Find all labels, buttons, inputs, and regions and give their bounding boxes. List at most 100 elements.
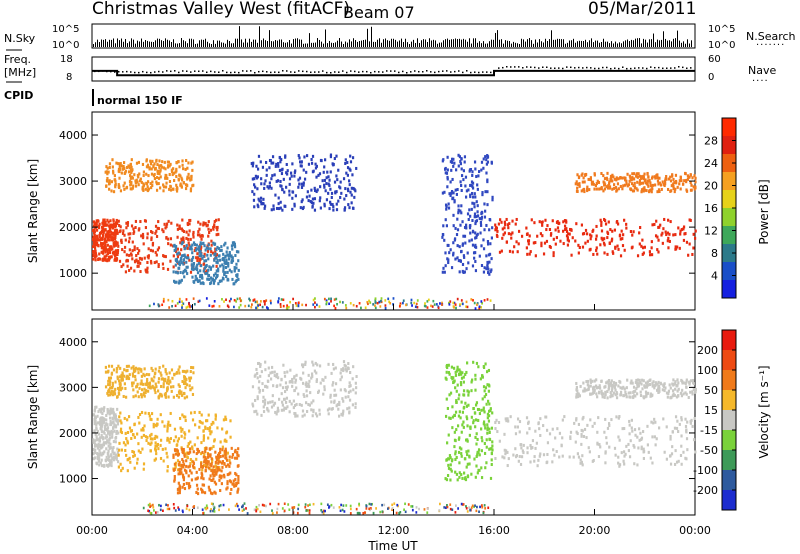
scatter-cell [215, 269, 218, 273]
nave-dot [262, 70, 264, 73]
scatter-cell [672, 187, 675, 191]
scatter-cell [100, 453, 103, 457]
scatter-cell [110, 458, 113, 462]
nave-dot [342, 70, 344, 72]
scatter-cell [98, 456, 101, 460]
scatter-cell [154, 382, 157, 386]
scatter-cell [110, 460, 113, 464]
scatter-cell [349, 384, 352, 388]
scatter-cell [174, 464, 177, 468]
scatter-cell [166, 425, 169, 429]
scatter-cell [142, 462, 146, 466]
noise-cell [185, 298, 188, 301]
scatter-cell [473, 212, 477, 216]
scatter-cell [488, 228, 491, 232]
scatter-cell [338, 185, 341, 189]
scatter-cell [633, 181, 636, 185]
scatter-cell [224, 417, 228, 421]
scatter-cell [110, 232, 113, 236]
nsky-bar [107, 41, 108, 47]
nave-dot [418, 70, 420, 73]
scatter-cell [194, 267, 197, 271]
nsky-bar [535, 39, 536, 47]
nsky-bar [597, 40, 598, 47]
scatter-cell [183, 253, 186, 257]
scatter-cell [100, 446, 103, 450]
noise-cell [211, 305, 214, 308]
scatter-cell [158, 165, 161, 169]
scatter-cell [237, 259, 240, 263]
scatter-cell [689, 181, 692, 185]
noise-cell [441, 301, 443, 305]
scatter-cell [604, 222, 608, 226]
scatter-cell [450, 191, 453, 195]
scatter-cell [107, 364, 111, 368]
scatter-cell [226, 473, 229, 477]
nsky-bar [113, 38, 114, 47]
scatter-cell [442, 266, 445, 270]
scatter-cell [474, 269, 478, 273]
scatter-cell [256, 371, 259, 375]
scatter-cell [112, 413, 116, 417]
scatter-cell [348, 206, 351, 210]
nsky-bar [303, 43, 304, 47]
scatter-cell [209, 276, 213, 280]
noise-cell [259, 303, 262, 307]
nsky-bar [179, 43, 180, 47]
scatter-cell [266, 385, 269, 389]
colorbar-tick-label: 20 [704, 180, 718, 193]
nave-dot [618, 67, 620, 70]
nsky-bar [649, 39, 650, 47]
scatter-cell [466, 474, 470, 478]
scatter-cell [262, 395, 265, 399]
scatter-cell [271, 155, 275, 159]
scatter-cell [587, 177, 590, 181]
noise-cell [287, 305, 290, 309]
nave-dot [354, 70, 356, 73]
scatter-cell [343, 197, 346, 201]
scatter-cell [173, 372, 176, 376]
scatter-cell [585, 172, 588, 176]
nsky-bar [651, 39, 652, 47]
nsky-bar [341, 41, 342, 47]
scatter-cell [237, 487, 240, 491]
scatter-cell [687, 396, 690, 400]
scatter-cell [599, 218, 602, 222]
scatter-cell [312, 169, 315, 173]
nsky-bar [685, 43, 686, 47]
scatter-cell [155, 188, 159, 192]
scatter-cell [224, 415, 227, 419]
nave-dot [338, 71, 340, 73]
scatter-cell [191, 464, 195, 468]
scatter-cell [669, 179, 673, 183]
scatter-cell [646, 179, 650, 183]
scatter-cell [122, 441, 126, 445]
nsky-bar [155, 40, 156, 47]
scatter-cell [595, 378, 598, 382]
scatter-cell [263, 186, 266, 190]
scatter-cell [145, 268, 149, 272]
nave-dot [562, 67, 564, 70]
scatter-cell [259, 200, 263, 204]
scatter-cell [140, 257, 143, 261]
scatter-cell [638, 174, 641, 178]
scatter-cell [177, 383, 180, 387]
colorbar-swatch [722, 136, 736, 155]
scatter-cell [310, 408, 313, 412]
scatter-cell [145, 439, 148, 443]
scatter-cell [460, 211, 463, 215]
nsky-bar [425, 39, 426, 47]
nsky-bar [575, 42, 576, 47]
scatter-cell [491, 448, 494, 452]
scatter-cell [499, 218, 502, 222]
scatter-cell [677, 459, 680, 463]
noise-cell [431, 305, 434, 308]
scatter-cell [102, 409, 105, 413]
nsky-bar [615, 41, 616, 47]
scatter-cell [486, 155, 489, 159]
scatter-cell [215, 458, 218, 462]
nave-dot [214, 71, 216, 73]
noise-cell [341, 301, 344, 304]
scatter-cell [225, 439, 228, 443]
scatter-cell [480, 217, 483, 221]
